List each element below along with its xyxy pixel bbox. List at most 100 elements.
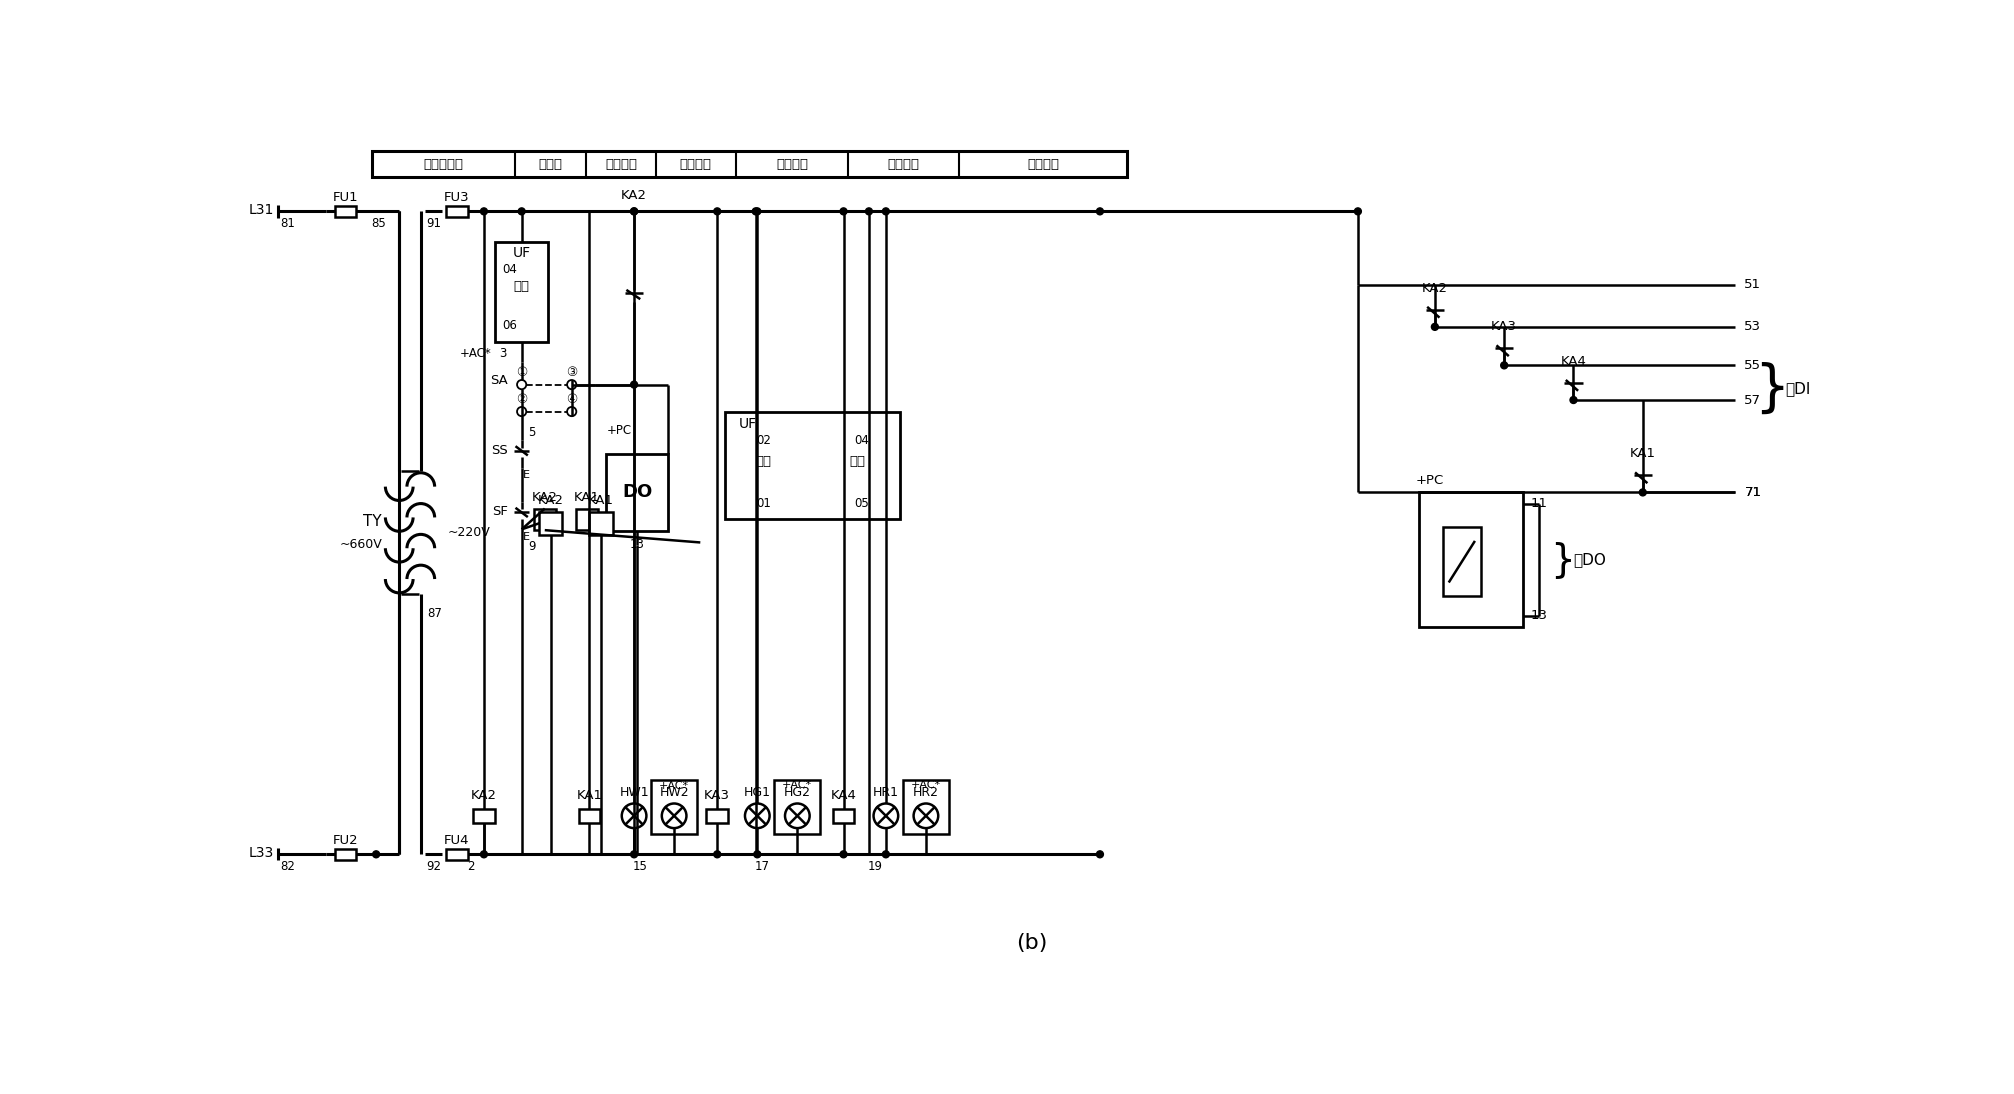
Bar: [606, 454, 669, 531]
Circle shape: [481, 851, 487, 858]
Circle shape: [713, 851, 721, 858]
Text: 15: 15: [632, 860, 649, 873]
Text: 11: 11: [1531, 498, 1547, 511]
Bar: [447, 849, 467, 860]
Text: FU1: FU1: [332, 191, 358, 203]
Circle shape: [518, 380, 526, 389]
Text: KA2: KA2: [1422, 282, 1448, 295]
Text: ④: ④: [566, 393, 578, 406]
Text: +AC*: +AC*: [659, 781, 689, 791]
Text: E: E: [524, 532, 530, 542]
Text: 02: 02: [755, 434, 771, 447]
Text: }: }: [1551, 540, 1575, 579]
Text: 53: 53: [1744, 321, 1762, 334]
Text: HG1: HG1: [743, 787, 771, 800]
Text: KA4: KA4: [1561, 356, 1587, 368]
Bar: [534, 509, 556, 531]
Circle shape: [630, 851, 638, 858]
Text: SS: SS: [491, 443, 508, 456]
Text: HW1: HW1: [618, 787, 649, 800]
Text: 04: 04: [854, 434, 868, 447]
Circle shape: [753, 208, 759, 214]
Circle shape: [785, 803, 810, 828]
Bar: [832, 808, 854, 823]
Text: 置DI: 置DI: [1784, 381, 1811, 396]
Text: +AC*: +AC*: [781, 780, 812, 790]
Circle shape: [518, 208, 526, 214]
Text: 运行显示: 运行显示: [888, 158, 920, 171]
Text: 13: 13: [1531, 609, 1547, 622]
Text: 2: 2: [467, 860, 475, 873]
Text: FU4: FU4: [445, 834, 469, 847]
Text: 71: 71: [1744, 486, 1762, 499]
Circle shape: [874, 803, 898, 828]
Circle shape: [663, 803, 687, 828]
Circle shape: [630, 381, 638, 388]
Text: 92: 92: [427, 860, 441, 873]
Circle shape: [840, 208, 848, 214]
Circle shape: [745, 803, 769, 828]
Text: KA1: KA1: [574, 491, 600, 504]
Text: KA1: KA1: [588, 493, 614, 507]
Circle shape: [882, 851, 890, 858]
Text: 故障显示: 故障显示: [1027, 158, 1059, 171]
Text: E: E: [524, 470, 530, 480]
Bar: [334, 849, 356, 860]
Text: 3: 3: [499, 347, 508, 360]
Text: SA: SA: [489, 374, 508, 387]
Text: 19: 19: [868, 860, 882, 873]
Circle shape: [882, 208, 890, 214]
Circle shape: [1096, 851, 1104, 858]
Text: 71: 71: [1744, 486, 1762, 499]
Text: FU3: FU3: [445, 191, 469, 203]
Circle shape: [1355, 208, 1361, 214]
Text: 91: 91: [427, 218, 441, 230]
Text: KA2: KA2: [471, 789, 497, 802]
Text: KA2: KA2: [538, 493, 564, 507]
Bar: [578, 808, 600, 823]
Text: 控制变压器: 控制变压器: [423, 158, 463, 171]
Text: 57: 57: [1744, 394, 1762, 407]
Bar: [773, 780, 820, 834]
Bar: [1442, 527, 1480, 596]
Text: 故障: 故障: [514, 280, 530, 292]
Bar: [576, 509, 598, 531]
Text: DO: DO: [622, 484, 653, 501]
Text: 85: 85: [371, 218, 387, 230]
Text: KA2: KA2: [620, 189, 646, 202]
Circle shape: [1639, 489, 1645, 496]
Circle shape: [630, 208, 638, 214]
Circle shape: [1500, 362, 1508, 369]
Circle shape: [840, 851, 848, 858]
Text: 87: 87: [427, 607, 441, 620]
Text: UF: UF: [739, 417, 757, 431]
Text: 04: 04: [501, 263, 518, 276]
Text: 82: 82: [280, 860, 294, 873]
Text: ②: ②: [516, 393, 528, 406]
Text: 熔断器: 熔断器: [538, 158, 562, 171]
Circle shape: [630, 208, 638, 214]
Text: UF: UF: [514, 246, 532, 260]
Circle shape: [866, 208, 872, 214]
Circle shape: [1571, 396, 1577, 404]
Text: 01: 01: [755, 498, 771, 511]
Circle shape: [753, 208, 761, 214]
Text: HR2: HR2: [912, 787, 939, 800]
Text: HW2: HW2: [659, 787, 689, 800]
Text: 06: 06: [501, 318, 518, 331]
Text: 停止显示: 停止显示: [775, 158, 808, 171]
Text: KA2: KA2: [532, 491, 558, 504]
Bar: [540, 512, 562, 535]
Bar: [707, 808, 727, 823]
Bar: [447, 206, 467, 217]
Bar: [1420, 492, 1523, 627]
Text: HG2: HG2: [783, 787, 812, 800]
Text: 81: 81: [280, 218, 294, 230]
Circle shape: [568, 380, 576, 389]
Text: 13: 13: [630, 538, 644, 551]
Text: 05: 05: [854, 498, 868, 511]
Text: +AC*: +AC*: [459, 347, 491, 360]
Bar: [334, 206, 356, 217]
Circle shape: [914, 803, 939, 828]
Text: 远方控制: 远方控制: [679, 158, 711, 171]
